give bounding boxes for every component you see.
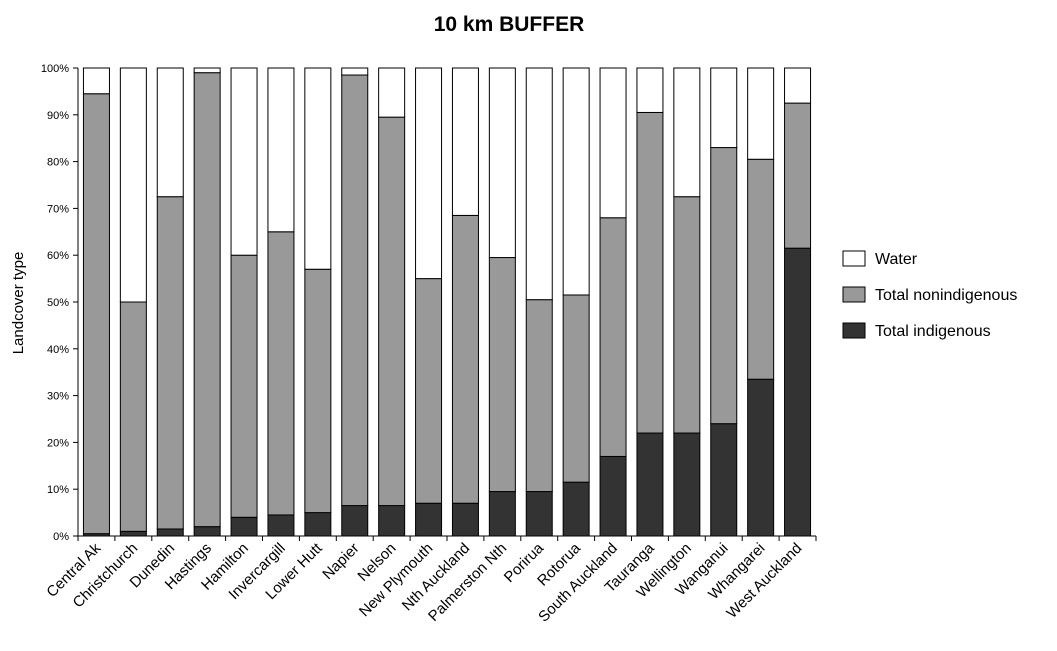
bar-segment-total-indigenous <box>304 512 332 537</box>
legend: Water Total nonindigenous Total indigenous <box>842 250 1017 340</box>
y-tick-label: 80% <box>47 157 69 169</box>
bar-segment-water <box>378 67 406 118</box>
bar-segment-total-indigenous <box>193 526 221 537</box>
bar-segment-total-indigenous <box>525 491 553 537</box>
bar-segment-total-nonindigenous <box>82 93 110 535</box>
bar-segment-total-indigenous <box>119 530 147 537</box>
y-tick-label: 90% <box>47 110 69 122</box>
bar-segment-total-nonindigenous <box>636 111 664 434</box>
bar-segment-total-nonindigenous <box>378 116 406 507</box>
legend-label-total-indigenous: Total indigenous <box>875 323 991 340</box>
bar-segment-total-indigenous <box>710 423 738 537</box>
chart-title: 10 km BUFFER <box>434 13 585 36</box>
bar-segment-total-indigenous <box>415 502 443 537</box>
bar-segment-water <box>599 67 627 219</box>
bar-segment-total-nonindigenous <box>784 102 812 249</box>
bar-segment-total-nonindigenous <box>230 254 258 518</box>
bar-segment-total-nonindigenous <box>488 257 516 493</box>
bar-segment-water <box>415 67 443 280</box>
bar-segment-total-indigenous <box>673 432 701 537</box>
bar-segment-total-indigenous <box>784 247 812 537</box>
bar-segment-total-indigenous <box>451 502 479 537</box>
bar-segment-total-indigenous <box>230 516 258 537</box>
bar-segment-total-indigenous <box>378 505 406 537</box>
bar-segment-total-nonindigenous <box>599 217 627 457</box>
plot-area: 0%10%20%30%40%50%60%70%80%90%100%Central… <box>41 63 817 626</box>
y-tick-label: 30% <box>47 391 69 403</box>
bar-segment-total-nonindigenous <box>119 301 147 532</box>
bar-segment-total-indigenous <box>267 514 295 537</box>
bar-segment-total-nonindigenous <box>156 196 184 530</box>
bar-segment-total-indigenous <box>488 491 516 537</box>
y-tick-label: 0% <box>53 531 69 543</box>
bar-segment-total-nonindigenous <box>415 278 443 504</box>
bar-segment-water <box>230 67 258 256</box>
bar-segment-total-nonindigenous <box>525 299 553 493</box>
bar-segment-water <box>710 67 738 149</box>
bar-segment-water <box>267 67 295 233</box>
bar-segment-water <box>304 67 332 270</box>
legend-label-total-nonindigenous: Total nonindigenous <box>875 287 1017 304</box>
bar-segment-water <box>747 67 775 160</box>
bar-segment-total-nonindigenous <box>747 158 775 380</box>
y-tick-label: 100% <box>41 63 69 75</box>
bar-segment-water <box>119 67 147 303</box>
bar-segment-water <box>82 67 110 95</box>
bar-segment-water <box>451 67 479 216</box>
bar-segment-water <box>784 67 812 104</box>
bar-segment-total-nonindigenous <box>341 74 369 507</box>
bar-segment-total-indigenous <box>599 455 627 537</box>
bar-segment-water <box>562 67 590 296</box>
bar-segment-total-nonindigenous <box>562 294 590 483</box>
bar-segment-water <box>341 67 369 76</box>
bar-segment-total-indigenous <box>636 432 664 537</box>
bar-segment-total-indigenous <box>747 378 775 537</box>
bar-segment-total-nonindigenous <box>304 268 332 514</box>
bar-segment-water <box>193 67 221 74</box>
legend-swatch-total-indigenous <box>842 322 866 339</box>
bar-segment-total-indigenous <box>562 481 590 537</box>
bar-segment-water <box>673 67 701 198</box>
y-tick-label: 40% <box>47 344 69 356</box>
bar-segment-water <box>525 67 553 301</box>
bar-segment-water <box>636 67 664 113</box>
bar-segment-total-nonindigenous <box>267 231 295 516</box>
legend-swatch-water <box>842 250 866 267</box>
y-axis-label: Landcover type <box>10 252 27 355</box>
y-tick-label: 50% <box>47 297 69 309</box>
y-tick-label: 10% <box>47 484 69 496</box>
bar-segment-total-indigenous <box>156 528 184 537</box>
y-tick-label: 60% <box>47 250 69 262</box>
legend-label-water: Water <box>875 251 918 268</box>
y-tick-label: 70% <box>47 203 69 215</box>
bar-segment-total-nonindigenous <box>673 196 701 434</box>
legend-swatch-total-nonindigenous <box>842 286 866 303</box>
bar-segment-total-nonindigenous <box>451 214 479 504</box>
bar-segment-total-indigenous <box>341 505 369 537</box>
bar-segment-total-nonindigenous <box>193 72 221 528</box>
x-tick-label: Napier <box>319 540 362 583</box>
bar-segment-water <box>156 67 184 198</box>
bar-segment-water <box>488 67 516 259</box>
y-tick-label: 20% <box>47 437 69 449</box>
bar-segment-total-nonindigenous <box>710 147 738 425</box>
